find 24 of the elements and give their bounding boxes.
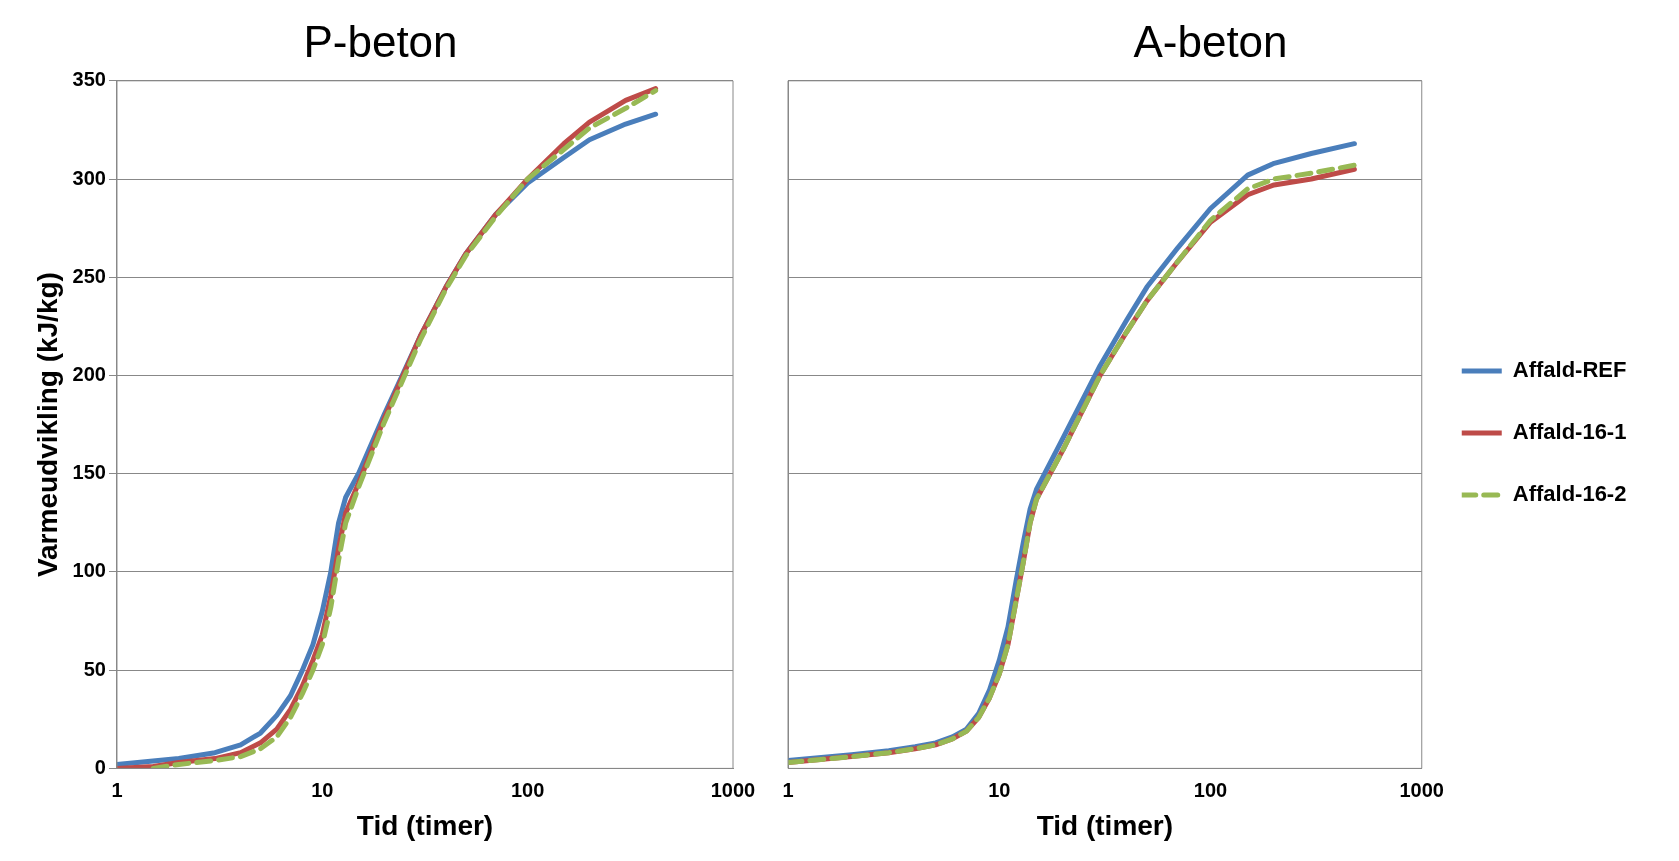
x-tick-label: 1 <box>111 778 123 801</box>
legend-label: Affald-16-1 <box>1512 419 1627 445</box>
legend-label: Affald-16-2 <box>1512 481 1627 507</box>
x-tick-label: 10 <box>311 778 334 801</box>
x-tick-label: 10 <box>988 778 1011 801</box>
chart-title: A-beton <box>1133 16 1288 66</box>
x-tick-label: 100 <box>510 778 545 801</box>
y-tick-label: 0 <box>94 755 106 778</box>
x-tick-label: 1000 <box>710 778 756 801</box>
x-tick-label: 1 <box>782 778 794 801</box>
y-tick-label: 300 <box>72 166 106 189</box>
y-axis-title: Varmeudvikling (kJ/kg) <box>31 272 63 578</box>
y-tick-label: 350 <box>72 68 106 91</box>
legend-label: Affald-REF <box>1512 357 1627 383</box>
x-axis-title: Tid (timer) <box>356 809 494 841</box>
chart-title: P-beton <box>303 16 458 66</box>
y-tick-label: 250 <box>72 264 106 287</box>
y-tick-label: 50 <box>83 657 106 680</box>
x-tick-label: 100 <box>1193 778 1228 801</box>
y-tick-label: 100 <box>72 559 106 582</box>
x-tick-label: 1000 <box>1399 778 1444 801</box>
y-tick-label: 150 <box>72 461 106 484</box>
y-tick-label: 200 <box>72 363 106 385</box>
x-axis-title: Tid (timer) <box>1036 809 1174 841</box>
